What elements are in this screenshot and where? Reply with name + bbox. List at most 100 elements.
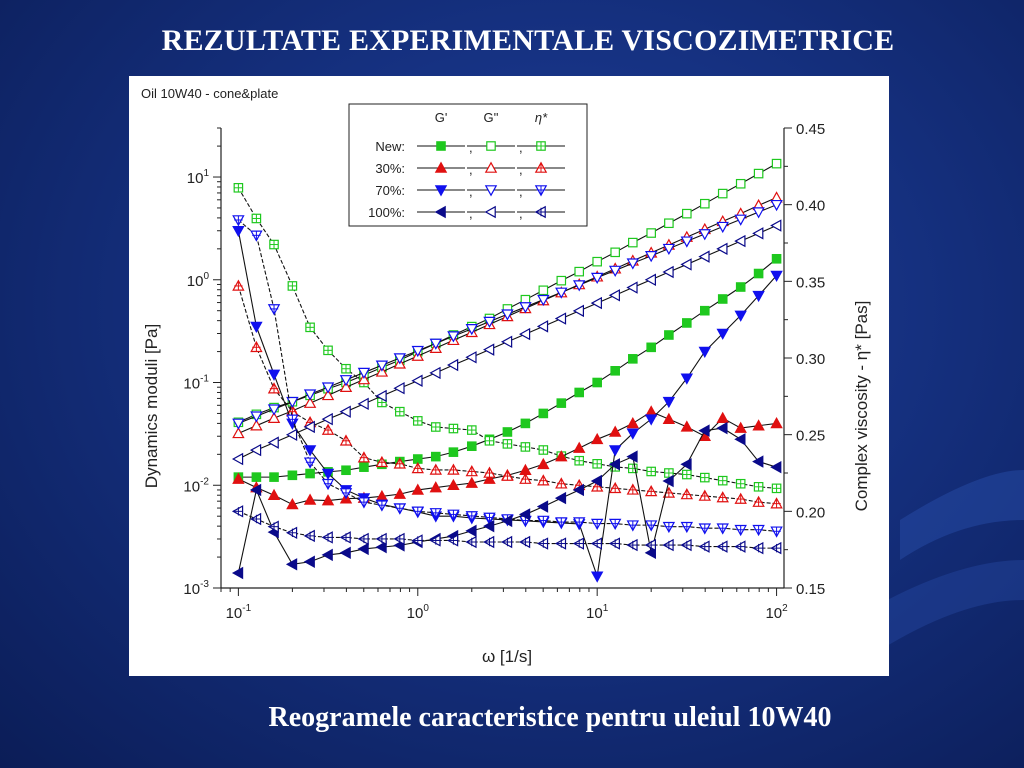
- legend-row-label: 70%:: [375, 183, 405, 198]
- data-point: [699, 198, 710, 209]
- data-point: [752, 227, 764, 240]
- data-point: [555, 450, 568, 462]
- data-point: [680, 373, 694, 385]
- data-point: [339, 375, 353, 387]
- y-axis-right-label: Complex viscosity - η* [Pas]: [852, 301, 871, 512]
- data-point: [682, 208, 692, 219]
- data-point: [734, 433, 746, 446]
- data-point: [753, 268, 764, 279]
- data-point: [734, 421, 747, 433]
- legend-box: [348, 103, 588, 227]
- data-point: [232, 418, 245, 430]
- series-100pct-eta: [231, 505, 782, 555]
- data-point: [518, 508, 531, 521]
- data-point: [483, 316, 496, 328]
- data-point: [520, 418, 531, 429]
- data-point: [267, 436, 279, 449]
- x-tick-label: 101: [586, 603, 609, 622]
- data-point: [682, 318, 692, 328]
- data-point: [662, 474, 674, 488]
- data-point: [466, 441, 477, 451]
- y-right-tick-label: 0.20: [796, 504, 825, 521]
- data-point: [556, 398, 567, 408]
- data-point: [771, 158, 782, 169]
- data-point: [644, 273, 656, 286]
- data-point: [231, 566, 244, 580]
- data-point: [770, 199, 783, 212]
- legend-separator: ,: [519, 184, 523, 199]
- x-tick-label: 10-1: [226, 603, 252, 622]
- data-point: [572, 441, 586, 453]
- data-point: [375, 360, 389, 372]
- data-point: [626, 428, 640, 440]
- data-point: [250, 411, 263, 423]
- data-point: [465, 324, 479, 336]
- series-line: [238, 219, 777, 532]
- data-point: [662, 396, 676, 409]
- data-point: [502, 427, 513, 437]
- data-point: [447, 331, 460, 343]
- data-point: [232, 472, 245, 484]
- data-point: [644, 546, 656, 560]
- legend-swatch-marker: [434, 185, 448, 197]
- data-point: [734, 234, 746, 248]
- data-point: [321, 382, 335, 394]
- data-point: [483, 472, 496, 484]
- y-right-tick-label: 0.15: [796, 581, 825, 598]
- data-point: [646, 342, 656, 353]
- data-point: [680, 458, 692, 471]
- data-point: [285, 428, 298, 441]
- data-point: [267, 488, 281, 501]
- data-point: [357, 542, 369, 556]
- data-point: [411, 374, 423, 387]
- data-point: [752, 207, 765, 219]
- series-30pct-eta: [232, 279, 783, 509]
- data-point: [446, 358, 459, 372]
- data-point: [680, 236, 694, 248]
- data-point: [734, 310, 747, 322]
- data-point: [465, 351, 477, 364]
- legend-swatch-marker: [484, 205, 496, 219]
- legend-row-label: 30%:: [375, 161, 405, 176]
- data-point: [251, 472, 262, 482]
- series-new-eta: [233, 182, 782, 494]
- data-point: [646, 228, 656, 238]
- data-point: [626, 416, 640, 429]
- data-point: [735, 282, 746, 292]
- data-point: [770, 219, 782, 232]
- legend-separator: ,: [469, 140, 473, 155]
- data-point: [267, 404, 281, 416]
- series-line: [238, 411, 777, 506]
- data-point: [626, 281, 638, 294]
- y-left-tick-label: 10-2: [183, 476, 209, 495]
- data-point: [321, 468, 335, 480]
- data-point: [554, 491, 567, 505]
- data-point: [267, 411, 281, 423]
- legend-swatch-marker: [486, 141, 496, 151]
- data-point: [267, 369, 281, 381]
- series-100pct-g-prime: [231, 421, 782, 580]
- legend-swatch-marker: [434, 205, 446, 219]
- data-point: [717, 188, 728, 199]
- y-right-tick-label: 0.30: [796, 351, 825, 368]
- data-point: [572, 304, 585, 318]
- data-point: [447, 478, 460, 491]
- data-point: [501, 309, 514, 321]
- legend-column-header: η*: [535, 110, 548, 125]
- data-point: [770, 416, 783, 429]
- y-left-tick-label: 10-3: [183, 579, 209, 598]
- data-point: [465, 476, 479, 488]
- data-point: [572, 483, 585, 497]
- data-point: [375, 540, 387, 554]
- data-point: [608, 425, 622, 437]
- data-point: [303, 389, 317, 401]
- legend-swatch-marker: [434, 161, 448, 173]
- data-point: [538, 408, 549, 419]
- data-point: [590, 296, 602, 310]
- data-point: [393, 381, 405, 395]
- data-point: [321, 388, 335, 401]
- data-point: [249, 443, 262, 457]
- slide-caption: Reogramele caracteristice pentru uleiul …: [268, 702, 832, 733]
- data-point: [610, 366, 620, 376]
- data-point: [411, 345, 424, 358]
